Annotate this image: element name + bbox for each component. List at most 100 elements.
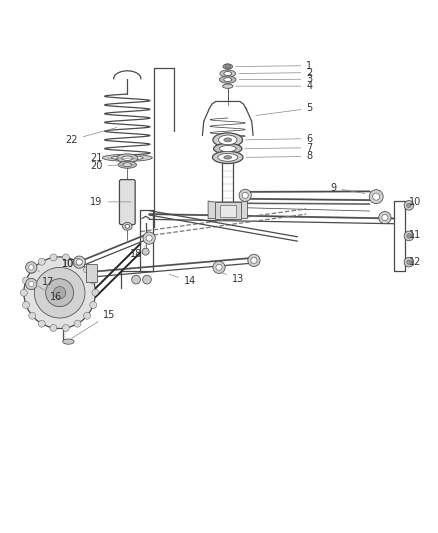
Text: 2: 2 [239, 68, 313, 78]
Text: 13: 13 [222, 273, 244, 284]
Circle shape [142, 248, 149, 255]
Ellipse shape [223, 84, 233, 88]
Ellipse shape [220, 70, 236, 77]
Text: 6: 6 [246, 134, 312, 143]
Text: 9: 9 [330, 183, 365, 193]
Circle shape [24, 257, 95, 328]
Ellipse shape [123, 222, 132, 230]
Circle shape [404, 257, 414, 267]
Circle shape [25, 278, 37, 289]
Ellipse shape [118, 161, 137, 168]
Circle shape [50, 254, 57, 261]
Circle shape [239, 189, 251, 201]
Ellipse shape [224, 138, 232, 142]
Text: 4: 4 [236, 81, 312, 91]
Circle shape [382, 215, 388, 221]
Circle shape [22, 277, 29, 284]
Circle shape [92, 289, 99, 296]
Circle shape [38, 258, 45, 265]
Circle shape [404, 200, 414, 210]
Text: 3: 3 [239, 74, 312, 84]
Text: 11: 11 [409, 230, 421, 240]
Ellipse shape [223, 64, 233, 69]
Circle shape [62, 254, 69, 261]
Text: 5: 5 [256, 103, 313, 116]
Circle shape [90, 302, 97, 309]
Circle shape [407, 260, 411, 264]
Text: 21: 21 [90, 153, 135, 163]
Circle shape [46, 279, 74, 306]
Text: 10: 10 [62, 260, 74, 269]
Circle shape [74, 258, 81, 265]
Ellipse shape [102, 154, 152, 161]
Circle shape [50, 325, 57, 332]
Circle shape [84, 312, 91, 319]
Ellipse shape [214, 143, 242, 154]
Text: 16: 16 [39, 286, 62, 302]
Circle shape [373, 193, 380, 200]
Text: 17: 17 [38, 270, 55, 287]
Circle shape [132, 275, 141, 284]
Ellipse shape [218, 154, 238, 161]
Circle shape [34, 268, 85, 318]
Ellipse shape [213, 133, 243, 147]
Circle shape [216, 264, 222, 270]
Circle shape [369, 190, 383, 204]
Circle shape [28, 265, 34, 270]
Circle shape [76, 259, 82, 265]
Polygon shape [86, 264, 97, 282]
Circle shape [143, 232, 155, 244]
Circle shape [407, 234, 411, 238]
Circle shape [146, 235, 152, 241]
Circle shape [407, 203, 411, 207]
Circle shape [143, 275, 151, 284]
Ellipse shape [111, 156, 143, 160]
Circle shape [379, 212, 391, 224]
Ellipse shape [123, 163, 132, 167]
Circle shape [74, 320, 81, 327]
Circle shape [242, 192, 248, 198]
Circle shape [62, 325, 69, 332]
Circle shape [20, 289, 27, 296]
Ellipse shape [219, 135, 237, 144]
Bar [220, 205, 236, 217]
Ellipse shape [63, 339, 74, 344]
Ellipse shape [117, 154, 138, 163]
Ellipse shape [122, 156, 133, 160]
Circle shape [53, 287, 66, 299]
Polygon shape [208, 201, 247, 220]
Circle shape [29, 312, 36, 319]
Ellipse shape [212, 151, 243, 164]
Text: 14: 14 [169, 274, 196, 286]
Text: 20: 20 [90, 160, 134, 171]
Text: 8: 8 [246, 151, 312, 161]
Circle shape [25, 262, 37, 273]
Circle shape [213, 261, 225, 273]
Bar [215, 202, 241, 220]
Text: 19: 19 [90, 197, 131, 207]
Text: 1: 1 [236, 61, 312, 71]
Circle shape [22, 302, 29, 309]
Ellipse shape [224, 156, 232, 159]
Circle shape [28, 281, 34, 287]
Text: 18: 18 [130, 246, 146, 259]
Ellipse shape [224, 78, 232, 82]
Text: 7: 7 [245, 143, 313, 153]
Circle shape [29, 266, 36, 273]
Text: 10: 10 [62, 260, 81, 269]
Circle shape [84, 266, 91, 273]
Text: 22: 22 [65, 127, 117, 145]
Ellipse shape [219, 76, 236, 83]
Ellipse shape [125, 224, 130, 228]
Ellipse shape [219, 146, 236, 152]
Circle shape [225, 64, 230, 69]
Circle shape [90, 277, 97, 284]
Circle shape [73, 256, 85, 268]
FancyBboxPatch shape [120, 180, 135, 224]
Text: 15: 15 [71, 310, 116, 338]
Circle shape [404, 231, 414, 241]
Circle shape [251, 257, 257, 263]
Ellipse shape [224, 71, 232, 76]
Circle shape [38, 320, 45, 327]
Circle shape [248, 254, 260, 266]
